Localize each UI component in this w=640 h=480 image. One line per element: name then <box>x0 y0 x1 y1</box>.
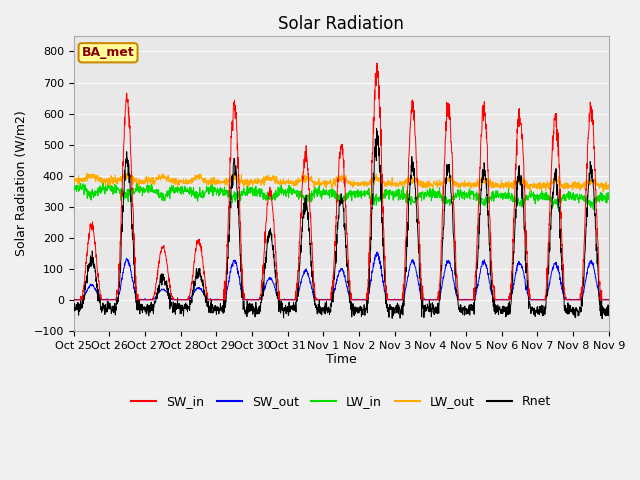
Y-axis label: Solar Radiation (W/m2): Solar Radiation (W/m2) <box>15 110 28 256</box>
Legend: SW_in, SW_out, LW_in, LW_out, Rnet: SW_in, SW_out, LW_in, LW_out, Rnet <box>126 390 556 413</box>
Text: BA_met: BA_met <box>82 46 134 59</box>
X-axis label: Time: Time <box>326 353 356 366</box>
Title: Solar Radiation: Solar Radiation <box>278 15 404 33</box>
